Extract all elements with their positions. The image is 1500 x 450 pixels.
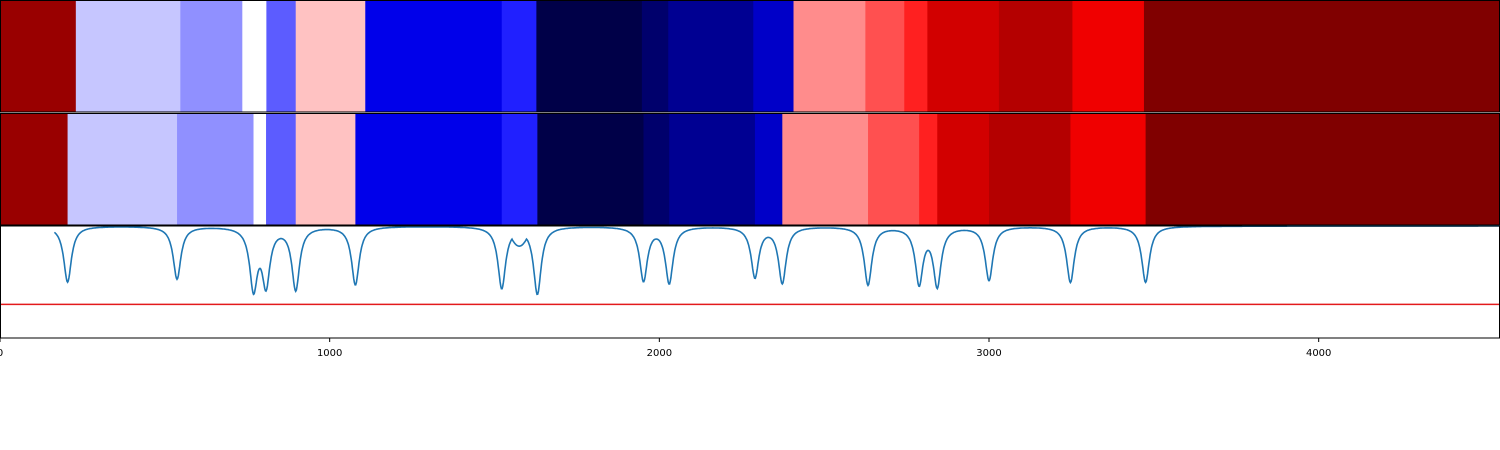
heat-cell — [753, 0, 795, 112]
heat-cell — [865, 0, 905, 112]
heat-cell — [266, 0, 297, 112]
heat-cell — [643, 113, 670, 225]
heat-cell — [793, 0, 866, 112]
heat-cell — [355, 113, 503, 225]
heat-cell — [536, 0, 643, 112]
heat-cell — [1143, 0, 1500, 112]
heat-cell — [501, 113, 538, 225]
heat-cell — [75, 0, 181, 112]
heat-cell — [295, 113, 356, 225]
heat-cell — [754, 113, 783, 225]
heat-cell — [501, 0, 537, 112]
heat-cell — [669, 113, 756, 225]
heat-cell — [1070, 113, 1147, 225]
heatmap-row-1 — [0, 0, 1500, 113]
line-panel-frame — [0, 225, 1500, 339]
heat-cell — [177, 113, 255, 225]
heat-cell — [537, 113, 645, 225]
heat-cell — [1145, 113, 1500, 225]
heat-cell — [937, 113, 990, 225]
heat-cell — [1072, 0, 1145, 112]
heat-cell — [0, 113, 69, 225]
series-line — [53, 225, 1500, 296]
heat-cell — [242, 0, 267, 112]
heat-cell — [998, 0, 1073, 112]
x-axis: 0 1000 2000 3000 4000 — [0, 338, 1331, 359]
heat-cell — [365, 0, 503, 112]
x-tick-label: 1000 — [317, 348, 342, 359]
heat-cell — [919, 113, 938, 225]
x-tick-label: 3000 — [976, 348, 1001, 359]
heat-cell — [904, 0, 928, 112]
heat-cell — [668, 0, 754, 112]
heat-cell — [782, 113, 869, 225]
line-panel — [0, 225, 1500, 339]
heatmap-rows — [0, 0, 1500, 226]
heat-cell — [266, 113, 297, 225]
heat-cell — [0, 0, 77, 112]
heat-cell — [868, 113, 920, 225]
x-tick-label: 2000 — [647, 348, 672, 359]
x-tick-label: 4000 — [1306, 348, 1331, 359]
heat-cell — [927, 0, 1000, 112]
x-tick-label: 0 — [0, 348, 3, 359]
heat-cell — [253, 113, 267, 225]
heat-cell — [180, 0, 243, 112]
heatmap-row-2 — [0, 113, 1500, 226]
heat-cell — [989, 113, 1071, 225]
heat-cell — [641, 0, 669, 112]
heat-cell — [67, 113, 178, 225]
heat-cell — [295, 0, 366, 112]
